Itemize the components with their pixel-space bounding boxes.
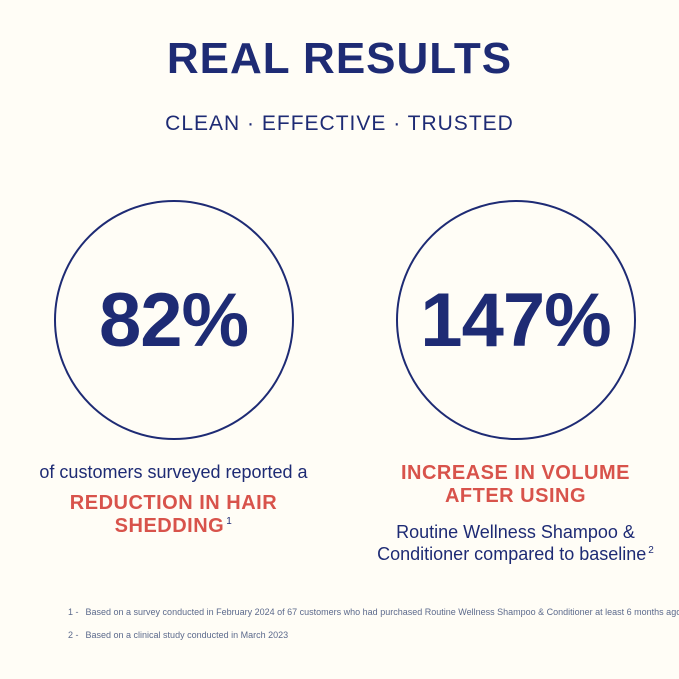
stat-circle-shedding: 82%	[53, 200, 294, 441]
footnote-2-marker: 2 -	[68, 630, 79, 641]
stat-value-volume: 147%	[420, 277, 611, 363]
footnote-2-text: Based on a clinical study conducted in M…	[85, 630, 289, 641]
stat-hair-shedding: 82% of customers surveyed reported a RED…	[34, 200, 314, 565]
stat-caption-plain-volume: Routine Wellness Shampoo & Conditioner c…	[377, 522, 654, 565]
page-title: REAL RESULTS	[166, 34, 513, 83]
stat-caption-plain-shedding: of customers surveyed reported a	[39, 462, 307, 484]
stat-circle-volume: 147%	[395, 200, 636, 441]
page-subtitle: CLEAN · EFFECTIVE · TRUSTED	[165, 112, 514, 136]
footnotes: 1 - Based on a survey conducted in Februa…	[68, 607, 679, 654]
caption-line: INCREASE IN VOLUME	[400, 462, 631, 485]
footnote-ref-1: 1	[226, 516, 233, 528]
caption-line: REDUCTION IN HAIR	[69, 491, 278, 514]
stat-caption-highlight-shedding: REDUCTION IN HAIR SHEDDING 1	[70, 492, 277, 538]
caption-line: AFTER USING	[444, 485, 587, 508]
caption-line: of customers surveyed reported a	[39, 462, 308, 483]
footnote-1-marker: 1 -	[68, 607, 79, 617]
caption-line: Routine Wellness Shampoo &	[396, 522, 635, 543]
stat-caption-highlight-volume: INCREASE IN VOLUME AFTER USING	[401, 462, 630, 508]
stat-value-shedding: 82%	[98, 277, 249, 363]
footnote-1-text: Based on a survey conducted in February …	[85, 607, 679, 617]
footnote-2: 2 - Based on a clinical study conducted i…	[68, 630, 659, 641]
footnote-1: 1 - Based on a survey conducted in Februa…	[68, 607, 679, 618]
caption-line: SHEDDING	[114, 514, 225, 537]
stat-volume-increase: 147% INCREASE IN VOLUME AFTER USING Rout…	[376, 200, 656, 565]
stats-row: 82% of customers surveyed reported a RED…	[0, 200, 679, 565]
caption-line: Conditioner compared to baseline	[377, 543, 647, 564]
footnote-ref-2: 2	[648, 544, 654, 556]
